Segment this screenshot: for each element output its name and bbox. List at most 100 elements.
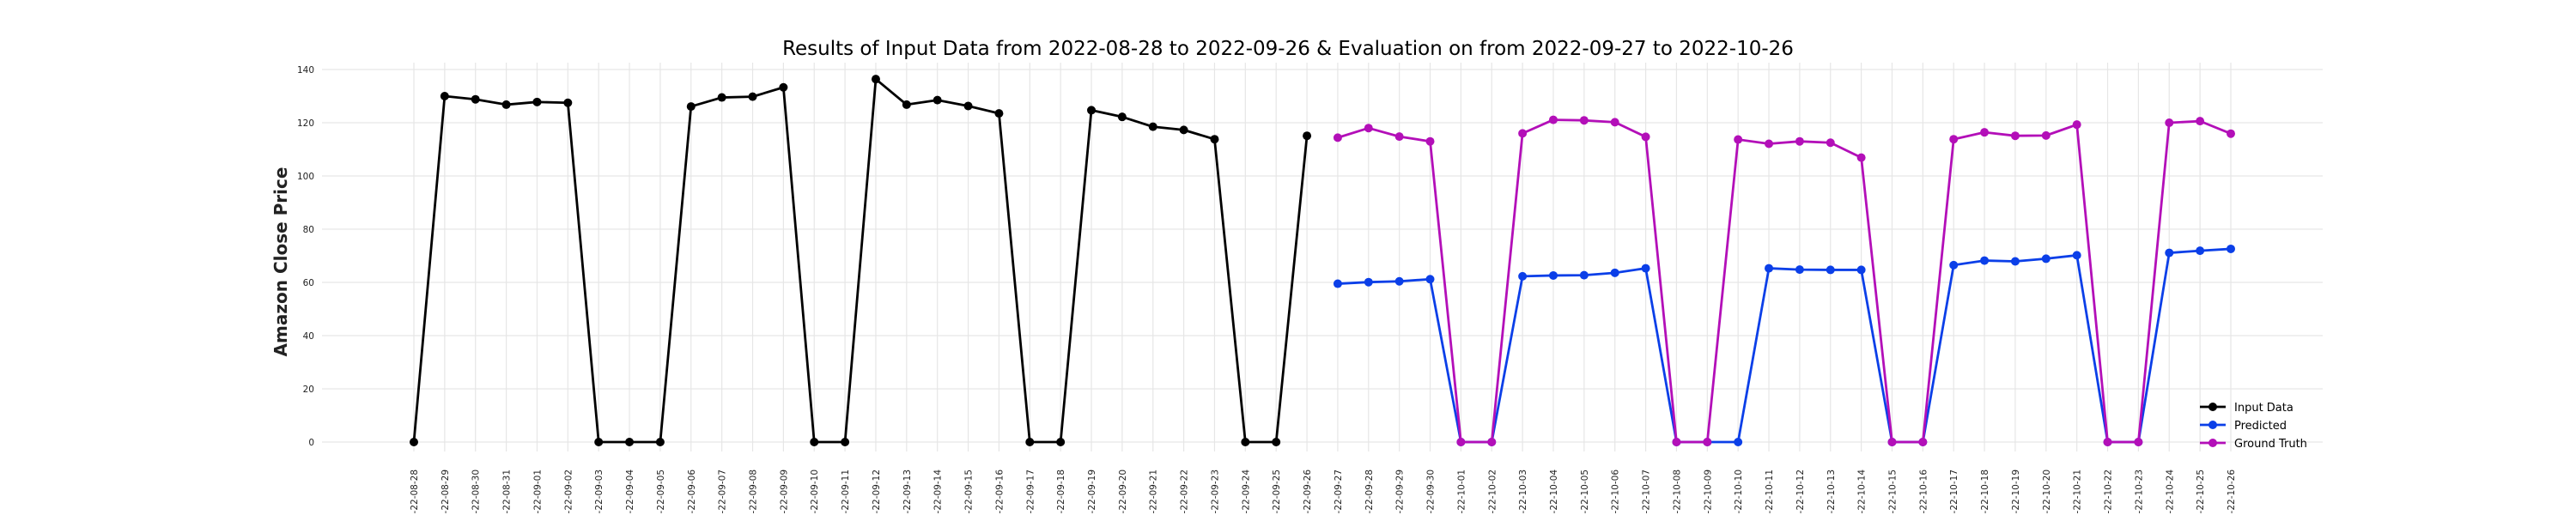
x-tick-label: -22-09-21 [1149,470,1159,513]
x-tick-label: -22-08-29 [440,470,451,513]
data-point [1641,132,1650,142]
x-tick-label: -22-09-13 [902,470,913,513]
data-point [1425,275,1435,284]
data-point [1548,115,1558,124]
data-point [1734,438,1743,446]
data-point [471,94,480,104]
x-tick-label: -22-10-25 [2196,470,2206,513]
x-tick-label: -22-09-17 [1025,470,1036,513]
x-tick-label: -22-09-15 [964,470,975,513]
data-point [1795,265,1804,275]
x-tick-label: -22-09-02 [563,470,574,513]
y-tick-label: 140 [297,65,314,76]
series-line [412,77,1309,444]
data-point [1610,268,1619,277]
data-point [2165,248,2174,258]
x-tick-label: -22-10-07 [1642,470,1652,513]
x-tick-label: -22-10-20 [2042,470,2052,513]
data-point [625,438,635,446]
x-tick-label: -22-10-17 [1949,470,1959,513]
data-point [1826,265,1835,275]
data-point [1241,438,1250,446]
y-axis-label: Amazon Close Price [270,167,291,357]
data-point [1579,270,1589,280]
chart-title: Results of Input Data from 2022-08-28 to… [782,38,1794,60]
x-tick-label: -22-09-01 [532,470,543,513]
data-point [1425,136,1435,146]
data-point [440,92,449,100]
data-point [748,92,757,101]
y-tick-label: 20 [303,385,314,395]
data-point [1918,438,1928,446]
x-tick-label: -22-09-23 [1210,470,1220,513]
data-point [933,95,942,105]
data-point [1117,112,1127,122]
data-point [1025,438,1035,446]
x-tick-label: -22-10-23 [2134,470,2144,513]
x-tick-label: -22-09-26 [1303,470,1313,514]
x-tick-label: -22-09-03 [594,470,605,513]
data-point [963,101,973,111]
data-point [1518,129,1528,138]
data-point [1641,264,1650,273]
data-point [902,100,911,109]
data-point [1579,116,1589,125]
y-axis-ticks: 0 20 40 60 80 100 120 140 [297,65,314,448]
x-tick-label: -22-09-29 [1395,470,1406,513]
data-point [532,97,542,106]
legend-marker [2208,421,2217,429]
data-point [1980,256,1990,265]
data-point [594,438,604,446]
legend: Input Data Predicted Ground Truth [2200,402,2307,451]
x-tick-label: -22-09-28 [1364,470,1375,513]
data-point [2134,438,2143,446]
data-point [2041,130,2050,140]
data-point [1856,265,1866,275]
data-point [1518,271,1528,281]
data-point [1148,122,1157,131]
x-tick-label: -22-10-18 [1980,470,1990,513]
y-tick-label: 40 [303,331,314,342]
data-point [1087,106,1097,115]
data-point [1826,138,1835,148]
data-point [1765,139,1774,148]
x-tick-label: -22-09-30 [1426,470,1437,513]
x-tick-label: -22-10-08 [1672,470,1682,513]
x-tick-label: -22-10-19 [2011,470,2021,513]
series-line [1337,118,2232,444]
data-point [779,82,788,92]
data-point [2103,438,2112,446]
x-tick-label: -22-10-10 [1734,470,1744,513]
x-tick-label: -22-10-06 [1611,470,1621,514]
data-point [2010,257,2020,266]
series-line [1337,247,2232,444]
data-point [2227,244,2235,253]
x-tick-label: -22-09-24 [1241,470,1251,514]
x-tick-label: -22-09-11 [841,470,851,513]
data-point [2041,254,2050,264]
data-point [563,98,573,107]
x-tick-label: -22-09-27 [1334,470,1344,513]
data-point [1795,136,1804,146]
x-tick-label: -22-09-06 [687,470,697,514]
data-point [2196,117,2205,126]
x-tick-label: -22-10-22 [2104,470,2114,513]
legend-label: Input Data [2234,402,2293,415]
x-tick-label: -22-10-21 [2073,470,2083,513]
x-tick-label: -22-10-02 [1487,470,1498,513]
data-point [1333,279,1342,288]
x-tick-label: -22-09-22 [1180,470,1190,513]
x-tick-label: -22-09-09 [779,470,789,513]
legend-marker [2208,403,2217,411]
data-point [686,102,696,112]
data-point [1672,438,1681,446]
data-point [1394,276,1404,286]
grid [322,63,2323,451]
y-tick-label: 0 [308,438,314,448]
x-axis-ticks: -22-08-28 -22-08-29 -22-08-30 -22-08-31 -22-… [410,470,2237,514]
x-tick-label: -22-09-12 [872,470,882,513]
data-point [2227,129,2235,138]
data-point [410,438,418,446]
x-tick-label: -22-09-10 [810,470,820,513]
data-point [1333,133,1342,142]
